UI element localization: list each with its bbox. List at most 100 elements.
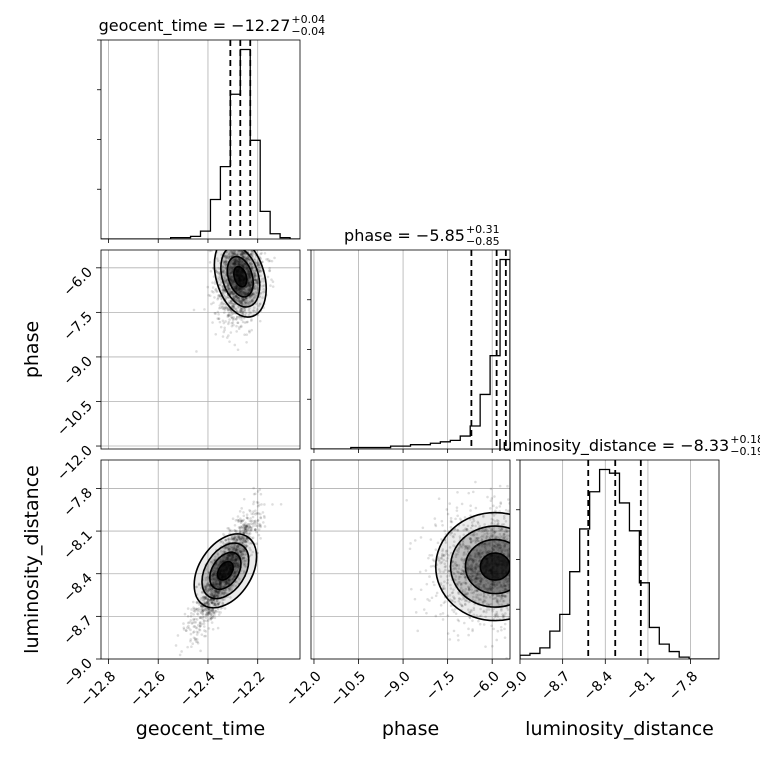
sample-point xyxy=(254,281,258,285)
sample-point xyxy=(248,272,252,276)
sample-point xyxy=(214,584,218,587)
sample-point xyxy=(241,311,245,314)
sample-point xyxy=(514,528,517,531)
sample-point xyxy=(241,527,244,530)
sample-point xyxy=(210,593,213,597)
sample-point xyxy=(233,252,237,256)
sample-point xyxy=(242,541,245,545)
sample-point xyxy=(252,510,255,513)
sample-point xyxy=(222,307,226,310)
sample-point xyxy=(208,250,212,253)
sample-point xyxy=(469,504,472,507)
sample-point xyxy=(225,279,229,282)
sample-point xyxy=(248,276,251,279)
sample-point xyxy=(193,638,197,642)
sample-point xyxy=(268,247,271,250)
sample-point xyxy=(259,516,263,520)
sample-point xyxy=(245,267,249,271)
sample-point xyxy=(215,270,218,273)
sample-point xyxy=(214,603,217,607)
sample-point xyxy=(234,536,238,539)
sample-point xyxy=(204,616,208,620)
sample-point xyxy=(204,585,208,589)
sample-point xyxy=(200,608,204,612)
sample-point xyxy=(531,508,534,511)
sample-point xyxy=(246,239,249,242)
sample-point xyxy=(240,246,243,249)
sample-point xyxy=(545,603,548,606)
sample-point xyxy=(241,541,245,545)
sample-point xyxy=(224,588,228,592)
sample-point xyxy=(510,578,513,581)
sample-point xyxy=(204,596,208,600)
sample-point xyxy=(540,582,543,585)
sample-point xyxy=(449,604,453,608)
sample-point xyxy=(230,278,233,282)
sample-point xyxy=(219,561,222,565)
sample-point xyxy=(196,612,199,616)
sample-point xyxy=(243,558,246,562)
sample-point xyxy=(226,295,229,299)
sample-point xyxy=(235,548,239,551)
sample-point xyxy=(237,547,241,550)
sample-point xyxy=(235,538,239,542)
sample-point xyxy=(555,528,558,531)
sample-point xyxy=(459,517,462,521)
sample-point xyxy=(471,619,474,622)
sample-point xyxy=(226,285,229,289)
sample-point xyxy=(211,578,215,581)
sample-point xyxy=(528,501,531,504)
sample-point xyxy=(176,634,180,637)
sample-point xyxy=(200,622,204,626)
sample-point xyxy=(252,231,255,234)
sample-point xyxy=(246,283,249,287)
sample-point xyxy=(212,593,216,597)
sample-point xyxy=(514,580,517,583)
sample-point xyxy=(225,279,229,283)
sample-point xyxy=(227,284,230,288)
sample-point xyxy=(525,576,528,579)
sample-point xyxy=(224,579,228,583)
sample-point xyxy=(253,273,257,277)
sample-point xyxy=(514,551,517,554)
title-main-luminosity_distance: luminosity_distance = −8.33 xyxy=(498,436,729,456)
sample-point xyxy=(212,611,215,615)
sample-point xyxy=(541,592,544,595)
sample-point xyxy=(201,596,204,600)
sample-point xyxy=(247,273,251,277)
sample-point xyxy=(241,241,244,244)
sample-point xyxy=(249,287,253,290)
sample-point xyxy=(214,287,218,291)
sample-point xyxy=(528,582,531,585)
sample-point xyxy=(238,287,241,291)
sample-point xyxy=(217,590,221,593)
sample-point xyxy=(227,254,230,258)
sample-point xyxy=(237,257,241,261)
sample-point xyxy=(225,262,228,265)
sample-point xyxy=(223,305,226,309)
sample-point xyxy=(245,516,249,519)
sample-point xyxy=(523,560,526,563)
sample-point xyxy=(239,253,243,256)
sample-point xyxy=(254,522,258,525)
sample-point xyxy=(212,599,215,603)
sample-point xyxy=(238,546,241,549)
sample-point xyxy=(554,594,557,597)
sample-point xyxy=(522,562,525,565)
sample-point xyxy=(211,286,215,289)
sample-point xyxy=(233,557,237,561)
sample-point xyxy=(246,292,249,296)
sample-point xyxy=(230,304,234,308)
sample-point xyxy=(530,581,533,584)
sample-point xyxy=(245,533,249,536)
sample-point xyxy=(247,258,251,262)
sample-point xyxy=(212,595,216,599)
sample-point xyxy=(227,308,230,311)
sample-point xyxy=(232,561,236,565)
sample-point xyxy=(533,551,536,554)
sample-point xyxy=(240,541,244,545)
sample-point xyxy=(529,545,532,548)
sample-point xyxy=(232,305,235,309)
sample-point xyxy=(524,580,527,583)
sample-point xyxy=(234,546,238,550)
